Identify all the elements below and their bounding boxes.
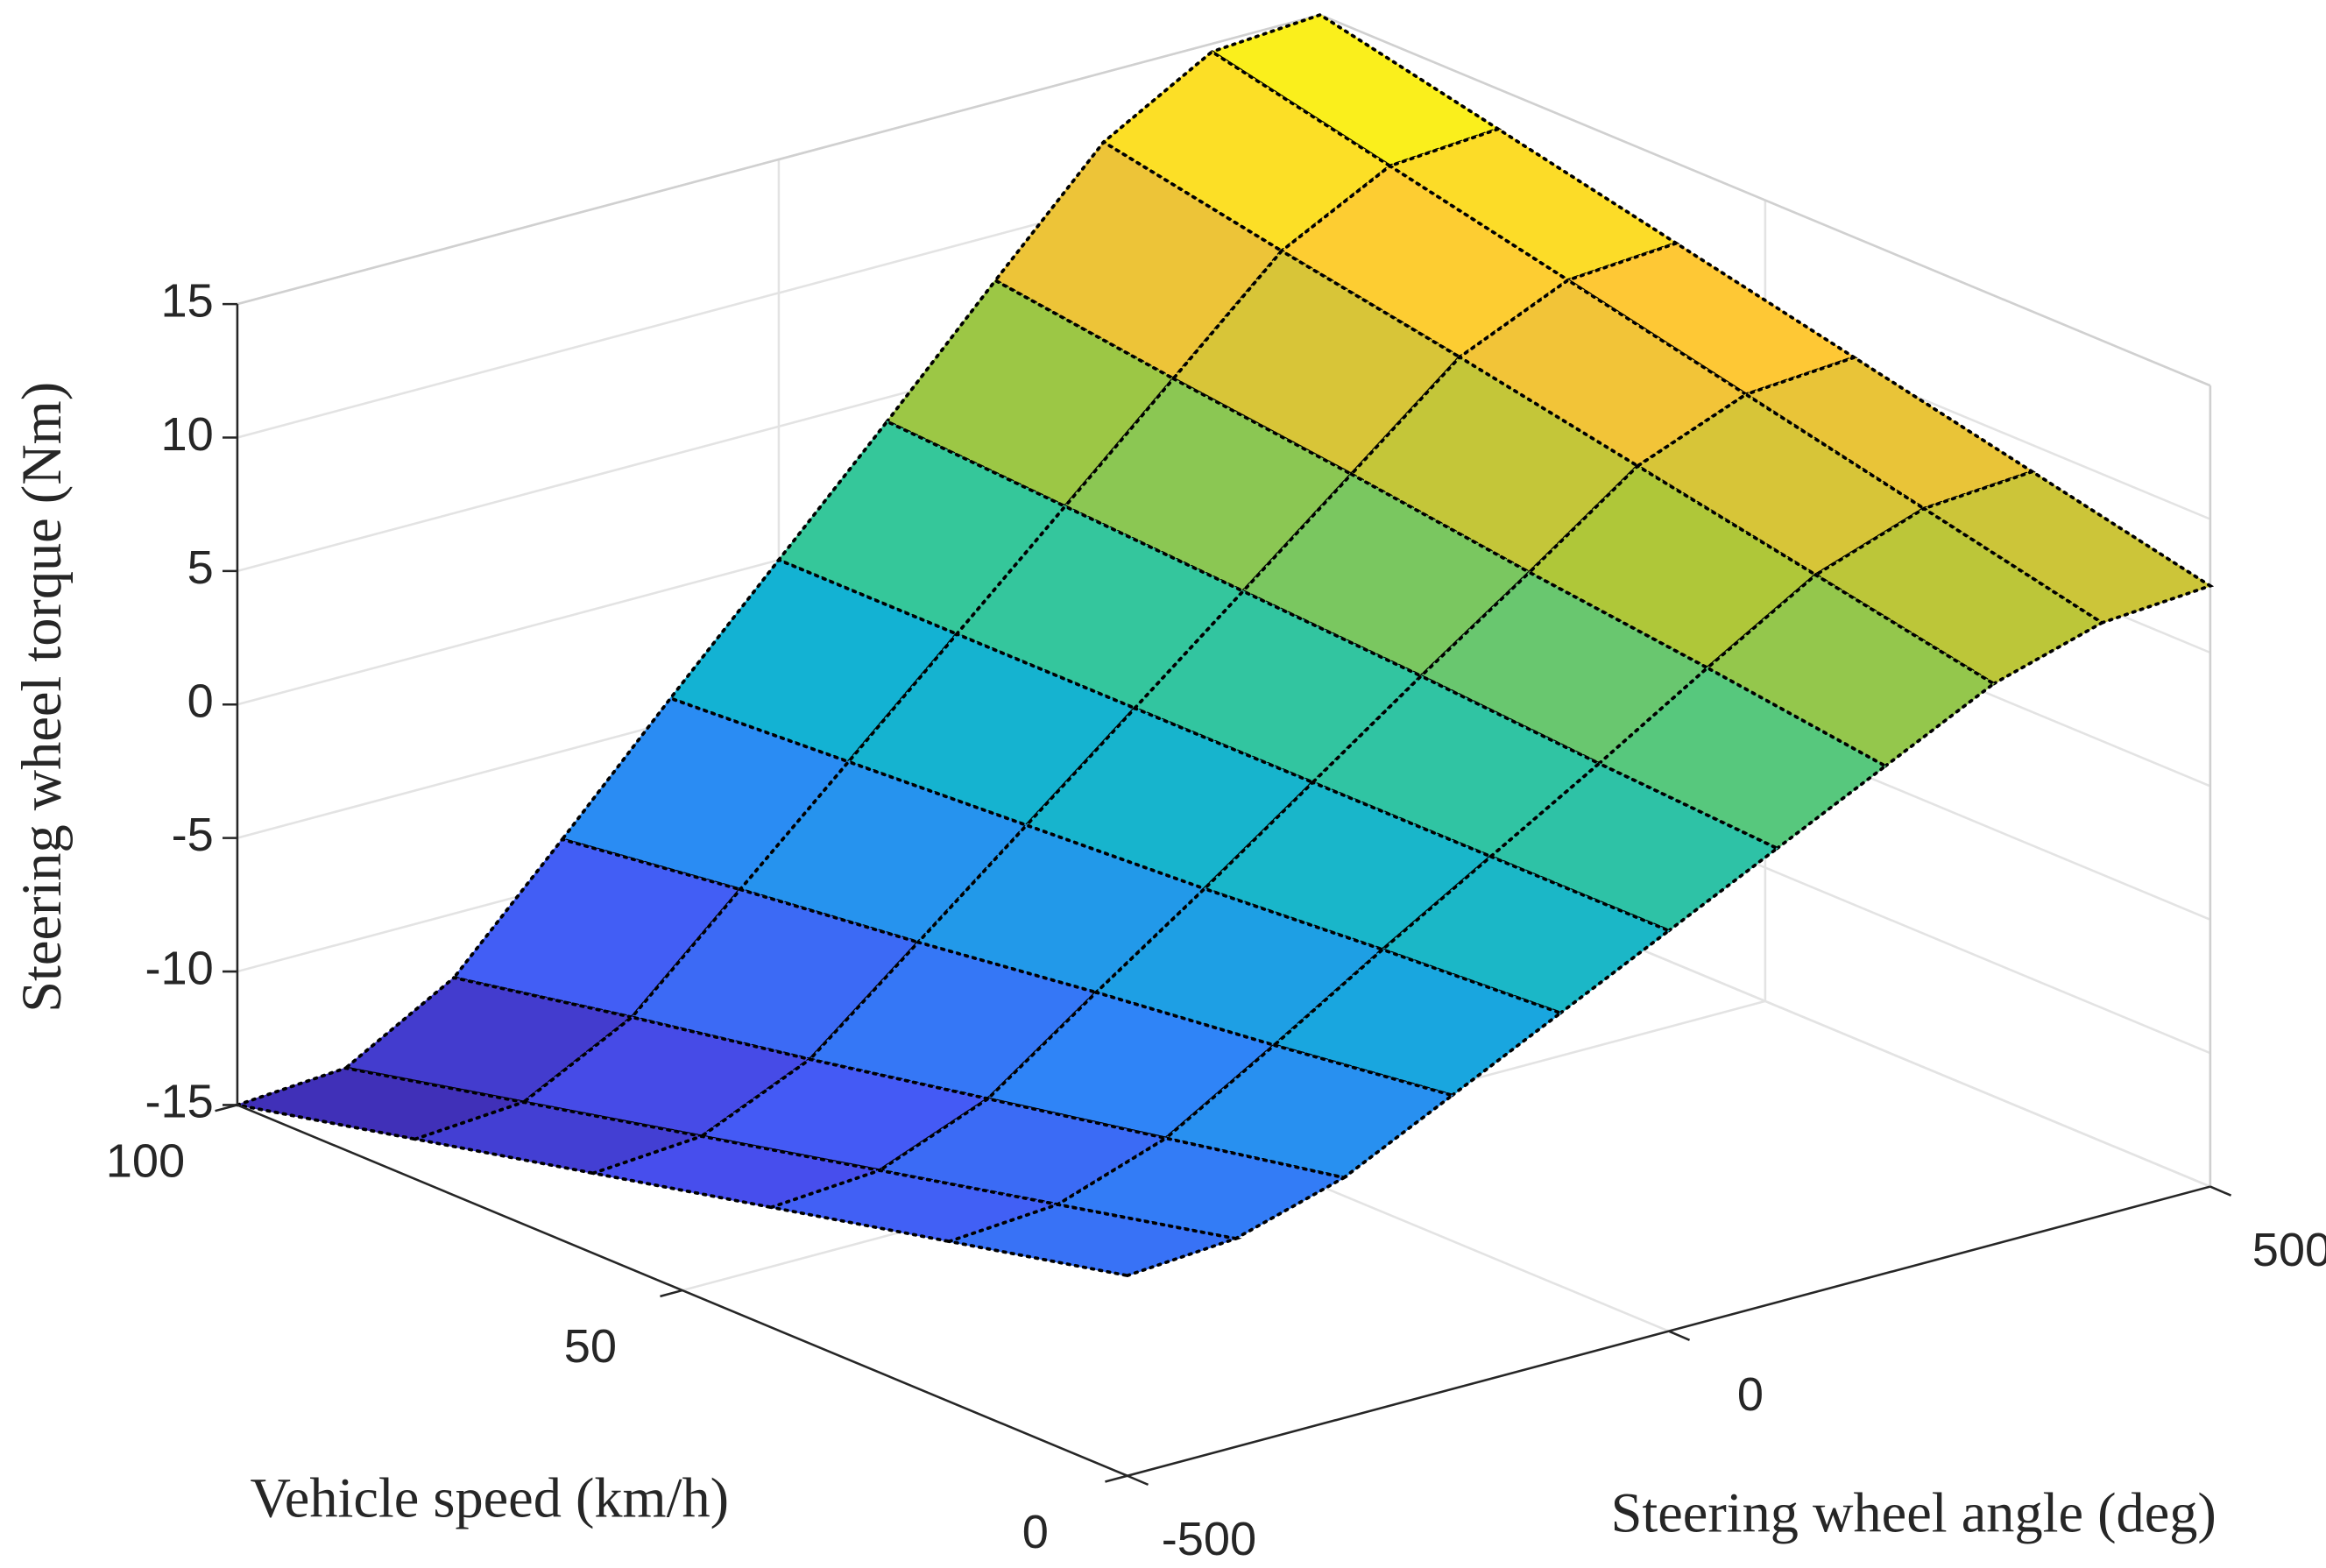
plot-area: Steering wheel torque (Nm) Vehicle speed… [11, 12, 2326, 1565]
x-tick-label: -500 [1162, 1513, 1256, 1565]
mesh-cell [1919, 470, 2215, 625]
y-tick [215, 1104, 238, 1112]
z-tick-label: 5 [187, 541, 214, 594]
y-tick-label: 100 [106, 1134, 185, 1187]
z-tick-label: -15 [145, 1076, 214, 1128]
x-tick-label: 500 [2252, 1224, 2326, 1276]
mesh-cell [943, 1203, 1242, 1278]
box-edge [1319, 13, 2211, 387]
x-axis-label: Steering wheel angle (deg) [1611, 1482, 2216, 1544]
y-tick [1105, 1474, 1128, 1483]
x-tick [1127, 1474, 1149, 1487]
x-tick-label: 0 [1737, 1368, 1764, 1421]
mesh-cell [1379, 854, 1672, 1015]
y-tick [660, 1289, 683, 1298]
mesh-cell [1053, 1136, 1349, 1240]
z-tick-label: -10 [145, 942, 214, 994]
mesh-cell [1456, 278, 1750, 469]
y-axis-label: Vehicle speed (km/h) [250, 1467, 729, 1529]
z-tick-label: 10 [161, 408, 214, 461]
y-tick-label: 0 [1022, 1506, 1049, 1558]
box-edge [237, 13, 1321, 306]
z-axis-label: Steering wheel torque (Nm) [11, 382, 73, 1013]
z-tick-label: -5 [172, 809, 214, 861]
z-tick-label: 0 [187, 675, 214, 728]
z-tick-label: 15 [161, 274, 214, 327]
x-tick [1668, 1330, 1691, 1341]
y-tick-label: 50 [564, 1320, 617, 1373]
x-tick [2209, 1185, 2232, 1197]
